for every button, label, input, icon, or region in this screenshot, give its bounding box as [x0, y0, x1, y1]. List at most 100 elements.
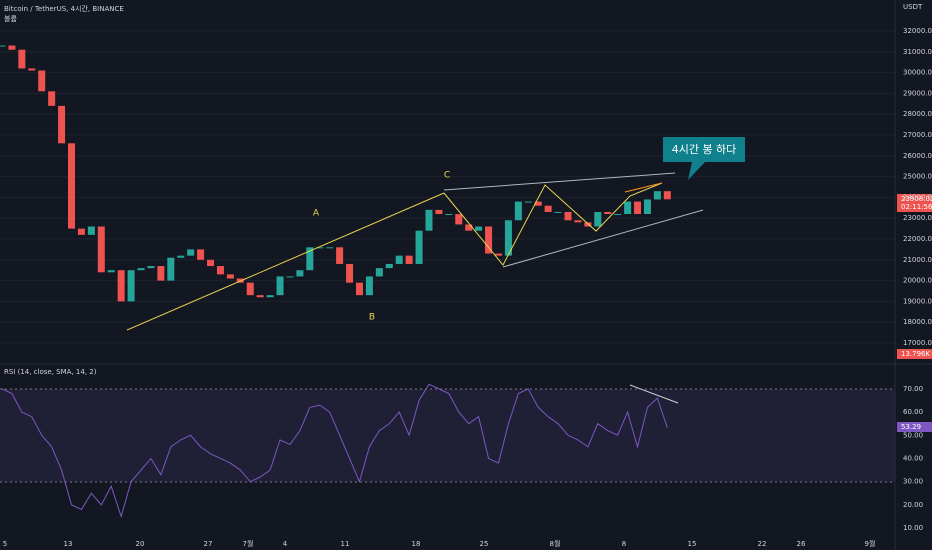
symbol-title: Bitcoin / TetherUS, 4시간, BINANCE: [4, 4, 124, 13]
volume-tag: [897, 349, 932, 359]
y-tick-label: 26000.00: [903, 152, 932, 160]
x-tick-label: 26: [797, 540, 806, 548]
candle: [346, 263, 354, 283]
candle: [77, 228, 85, 235]
y-tick-label: 40.00: [903, 454, 923, 462]
x-tick-label: 25: [480, 540, 489, 548]
candle: [554, 211, 562, 213]
candle: [375, 268, 383, 277]
x-tick-label: 4: [283, 540, 288, 548]
callout-text: 4시간 봉 하다: [672, 142, 737, 156]
candle: [8, 45, 16, 50]
wave-line: [443, 182, 663, 266]
y-tick-label: 31000.00: [903, 48, 932, 56]
x-tick-label: 8: [622, 540, 626, 548]
candle: [38, 70, 46, 92]
channel-upper: [443, 172, 676, 191]
rsi-line: [1, 383, 668, 519]
x-tick-label: 13: [64, 540, 73, 548]
candle: [147, 266, 155, 269]
rsi-tag: [897, 422, 932, 432]
price-tag: [897, 194, 932, 212]
x-tick-label: 9월: [865, 539, 876, 548]
candle: [584, 222, 592, 227]
candle: [216, 266, 224, 275]
y-tick-label: 17000.00: [903, 339, 932, 347]
candle: [187, 249, 195, 256]
orange-line: [624, 182, 663, 193]
candle: [137, 268, 145, 271]
candle: [256, 295, 264, 298]
y-tick-label: 50.00: [903, 431, 923, 439]
candle: [653, 191, 661, 200]
rsi-trend-line: [629, 384, 679, 404]
candle: [365, 276, 373, 296]
candle: [544, 205, 552, 212]
trend-line: [126, 192, 445, 331]
candle: [465, 224, 473, 231]
y-tick-label: 24000.00: [903, 193, 932, 201]
candle: [97, 226, 105, 273]
candle: [336, 247, 344, 264]
candle: [326, 247, 334, 249]
y-tick-label: 29000.00: [903, 89, 932, 97]
y-tick-label: 10.00: [903, 524, 923, 532]
y-tick-label: 60.00: [903, 408, 923, 416]
y-tick-label: 19000.00: [903, 297, 932, 305]
candle: [395, 255, 403, 264]
candle: [48, 91, 56, 106]
y-tick-label: 32000.00: [903, 27, 932, 35]
candle: [485, 226, 493, 254]
candle: [226, 274, 234, 279]
candle: [405, 255, 413, 264]
axis-unit: USDT: [903, 3, 923, 11]
x-tick-label: 27: [204, 540, 213, 548]
candle: [177, 255, 185, 258]
candle: [425, 209, 433, 231]
candle: [415, 230, 423, 264]
candle: [306, 247, 314, 271]
candle: [564, 211, 572, 221]
candle: [0, 45, 6, 47]
wave-label: C: [444, 171, 450, 181]
candle: [455, 214, 463, 225]
candle: [504, 220, 512, 256]
candle: [276, 276, 284, 296]
candle: [197, 249, 205, 260]
x-tick-label: 8월: [550, 539, 561, 548]
candle: [18, 49, 26, 69]
y-tick-label: 27000.00: [903, 131, 932, 139]
y-tick-label: 30.00: [903, 478, 923, 486]
candle: [435, 209, 443, 215]
volume-label: 13.796K: [901, 350, 930, 358]
candle: [316, 247, 324, 249]
candle: [634, 201, 642, 215]
y-tick-label: 23000.00: [903, 214, 932, 222]
price-label: 23908.02: [901, 195, 932, 203]
x-tick-label: 22: [758, 540, 767, 548]
wave-label: A: [313, 209, 320, 219]
candle: [286, 276, 294, 278]
candle: [594, 211, 602, 227]
rsi-band: [0, 389, 895, 482]
candle: [107, 270, 115, 273]
y-tick-label: 20000.00: [903, 277, 932, 285]
candle: [495, 253, 502, 256]
x-tick-label: 15: [688, 540, 697, 548]
candle: [157, 266, 165, 281]
candle: [663, 191, 671, 200]
y-tick-label: 30000.00: [903, 69, 932, 77]
candle: [514, 201, 522, 221]
candle: [296, 270, 304, 277]
candle: [385, 263, 393, 269]
callout-box: [663, 137, 745, 180]
wave-label: B: [369, 313, 375, 323]
y-tick-label: 18000.00: [903, 318, 932, 326]
y-tick-label: 70.00: [903, 385, 923, 393]
x-tick-label: 11: [341, 540, 350, 548]
candle: [266, 295, 274, 298]
volume-title: 볼륨: [4, 14, 17, 23]
candle: [127, 270, 135, 302]
